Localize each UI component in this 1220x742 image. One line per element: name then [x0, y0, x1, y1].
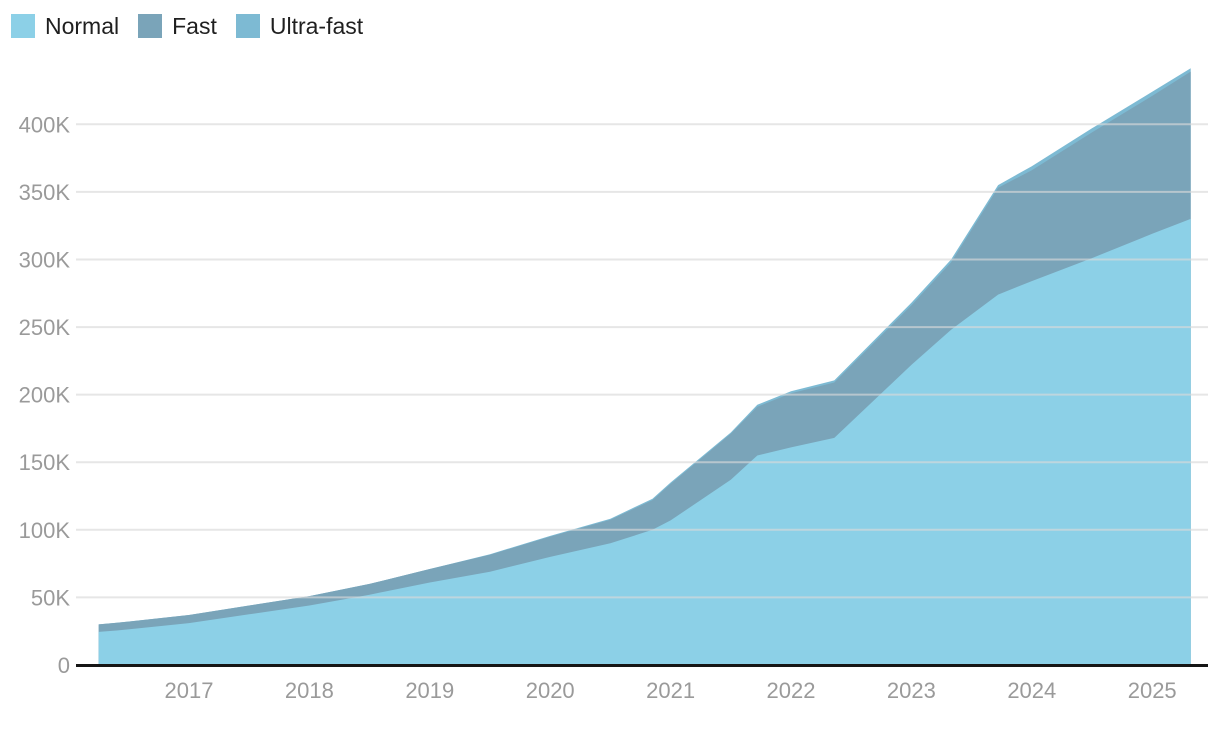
y-tick-label: 0 [58, 653, 70, 678]
x-tick-label: 2021 [646, 678, 695, 703]
y-tick-label: 150K [19, 450, 71, 475]
y-tick-label: 50K [31, 585, 70, 610]
y-tick-label: 200K [19, 383, 71, 408]
legend-label-fast: Fast [172, 13, 217, 39]
legend-swatch-fast [138, 14, 163, 38]
x-tick-label: 2018 [285, 678, 334, 703]
y-tick-label: 300K [19, 248, 71, 273]
x-tick-label: 2023 [887, 678, 936, 703]
legend: Normal Fast Ultra-fast [11, 14, 363, 38]
x-tick-label: 2019 [405, 678, 454, 703]
legend-label-normal: Normal [45, 13, 120, 39]
y-tick-label: 100K [19, 518, 71, 543]
legend-swatch-ultra-fast [235, 14, 260, 38]
legend-item-fast[interactable]: Fast [138, 14, 217, 38]
y-tick-label: 350K [19, 180, 71, 205]
legend-label-ultra-fast: Ultra-fast [269, 13, 364, 39]
y-tick-label: 400K [19, 112, 71, 137]
y-tick-label: 250K [19, 315, 71, 340]
legend-item-normal[interactable]: Normal [11, 14, 119, 38]
area-normal[interactable] [98, 218, 1191, 665]
legend-item-ultra-fast[interactable]: Ultra-fast [235, 13, 364, 39]
x-tick-label: 2024 [1007, 678, 1056, 703]
legend-swatch-normal [11, 14, 35, 38]
x-tick-label: 2025 [1128, 678, 1177, 703]
x-tick-label: 2017 [165, 678, 214, 703]
x-tick-label: 2020 [526, 678, 575, 703]
x-tick-label: 2022 [767, 678, 816, 703]
